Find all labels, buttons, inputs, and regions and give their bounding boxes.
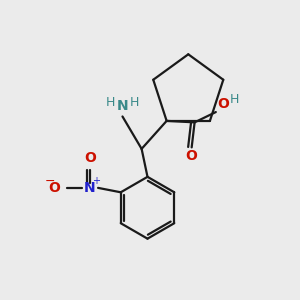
Text: O: O: [217, 97, 229, 111]
Text: H: H: [105, 96, 115, 109]
Text: O: O: [84, 152, 96, 165]
Text: H: H: [230, 93, 239, 106]
Text: O: O: [49, 181, 60, 195]
Text: +: +: [92, 176, 100, 186]
Text: O: O: [186, 148, 198, 163]
Text: H: H: [130, 96, 140, 109]
Text: N: N: [84, 181, 96, 195]
Text: N: N: [117, 99, 128, 113]
Text: −: −: [44, 175, 55, 188]
